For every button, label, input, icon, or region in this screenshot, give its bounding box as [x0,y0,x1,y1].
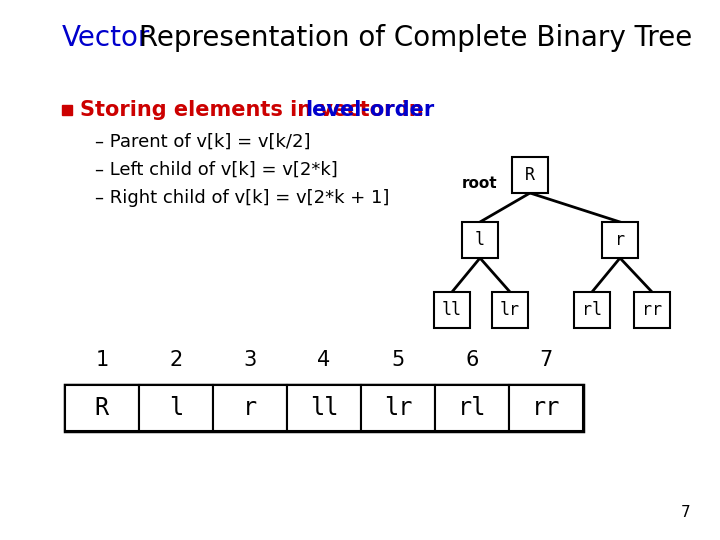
Text: Representation of Complete Binary Tree: Representation of Complete Binary Tree [130,24,692,52]
Bar [492,292,528,328]
Text: rr: rr [532,396,560,420]
Text: – Right child of v[k] = v[2*k + 1]: – Right child of v[k] = v[2*k + 1] [95,189,390,207]
Bar [65,385,139,431]
Bar [434,292,470,328]
Text: level-order: level-order [305,100,434,120]
Text: 4: 4 [318,350,330,370]
Bar [512,157,548,193]
Text: 3: 3 [243,350,256,370]
Bar [602,222,638,258]
Text: – Parent of v[k] = v[k/2]: – Parent of v[k] = v[k/2] [95,133,310,151]
Text: ll: ll [442,301,462,319]
Text: rr: rr [642,301,662,319]
Bar [509,385,583,431]
Text: l: l [475,231,485,249]
Text: 7: 7 [680,505,690,520]
Bar [634,292,670,328]
Bar [213,385,287,431]
Text: 1: 1 [95,350,109,370]
Text: r: r [243,396,257,420]
Bar [287,385,361,431]
Bar [574,292,610,328]
Text: – Left child of v[k] = v[2*k]: – Left child of v[k] = v[2*k] [95,161,338,179]
Text: Storing elements in vector in: Storing elements in vector in [80,100,431,120]
Text: rl: rl [458,396,486,420]
Bar [435,385,509,431]
Text: ll: ll [310,396,338,420]
Bar [139,385,213,431]
Text: lr: lr [500,301,520,319]
Text: 7: 7 [539,350,553,370]
Text: R: R [95,396,109,420]
Text: Vector: Vector [62,24,150,52]
Bar [462,222,498,258]
Text: r: r [615,231,625,249]
Text: 2: 2 [169,350,183,370]
Bar [62,105,72,115]
Bar [361,385,435,431]
Text: lr: lr [384,396,413,420]
Text: 5: 5 [392,350,405,370]
Text: l: l [169,396,183,420]
Bar [65,385,583,431]
Text: R: R [525,166,535,184]
Text: rl: rl [582,301,602,319]
Text: 6: 6 [465,350,479,370]
Text: root: root [462,176,497,191]
